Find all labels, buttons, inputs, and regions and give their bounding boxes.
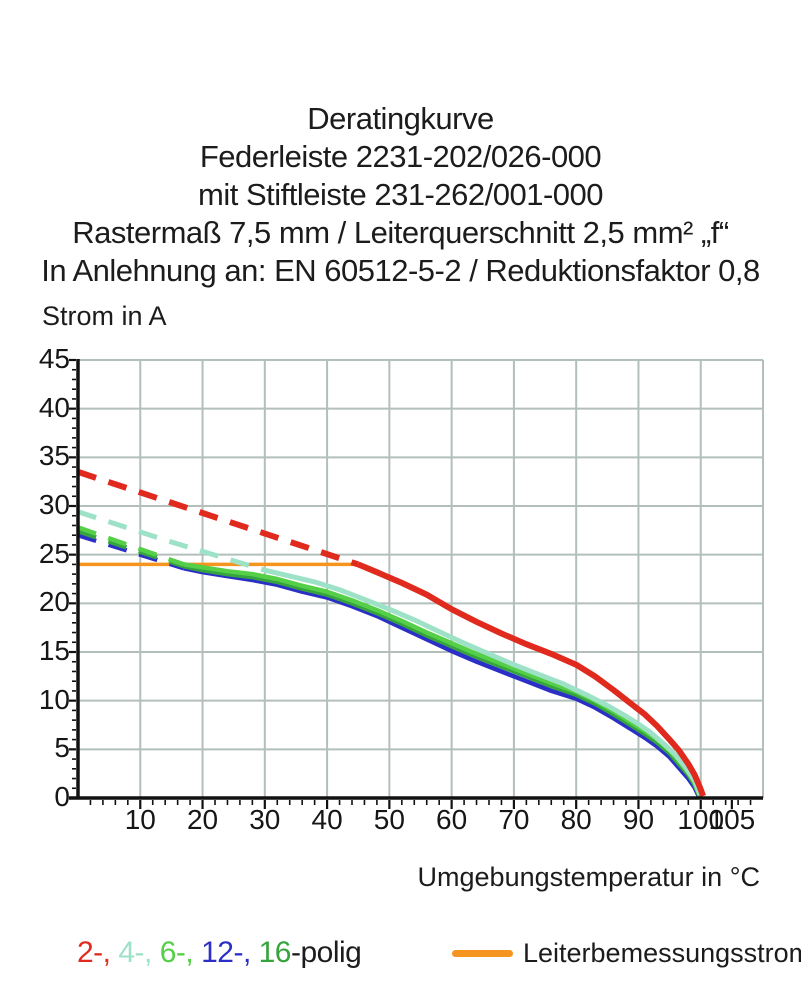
- y-tick-label-25: 25: [38, 537, 70, 569]
- legend-pole-item-5: -polig: [290, 936, 362, 969]
- curve-4-polig-dashed: [77, 509, 266, 573]
- chart-title-block: Deratingkurve Federleiste 2231-202/026-0…: [0, 100, 801, 290]
- x-tick-label-60: 60: [436, 804, 468, 835]
- title-line-2: Federleiste 2231-202/026-000: [199, 139, 602, 174]
- x-tick-label-50: 50: [373, 804, 405, 835]
- title-line-4: Rastermaß 7,5 mm / Leiterquerschnitt 2,5…: [72, 215, 729, 250]
- y-tick-label-10: 10: [38, 683, 70, 715]
- legend-pole-item-0: 2-,: [77, 936, 119, 969]
- curve-4-polig-solid: [264, 567, 703, 796]
- y-axis-title: Strom in A: [42, 301, 167, 331]
- y-tick-label-40: 40: [38, 391, 70, 423]
- x-tick-label-105: 105: [708, 804, 756, 835]
- x-tick-label-80: 80: [560, 804, 592, 835]
- curve-12-polig-dashed: [77, 533, 185, 571]
- x-tick-label-10: 10: [124, 804, 156, 835]
- x-tick-label-70: 70: [498, 804, 530, 835]
- curve-2-polig-solid: [357, 561, 707, 798]
- legend-pole-item-2: 6-,: [159, 936, 202, 969]
- curve-12-polig-solid: [183, 566, 701, 798]
- legend-pole-item-4: 16: [258, 936, 292, 969]
- x-tick-label-30: 30: [249, 804, 281, 835]
- y-tick-label-0: 0: [54, 781, 70, 812]
- y-tick-label-5: 5: [54, 732, 70, 764]
- title-line-5: In Anlehnung an: EN 60512-5-2 / Reduktio…: [41, 253, 760, 288]
- curve-6-polig-solid: [183, 562, 702, 796]
- x-tick-label-90: 90: [622, 804, 655, 835]
- curve-6-polig-dashed: [77, 525, 185, 567]
- y-tick-label-30: 30: [38, 489, 70, 520]
- title-line-3: mit Stiftleiste 231-262/001-000: [198, 177, 603, 212]
- legend-pole-item-1: 4-,: [118, 936, 160, 969]
- x-tick-label-100: 100: [677, 804, 725, 835]
- y-tick-label-15: 15: [38, 635, 70, 666]
- rated-current-label: Leiterbemessungsstrom: [523, 937, 801, 968]
- legend-pole-item-3: 12-,: [201, 936, 259, 969]
- y-tick-label-20: 20: [38, 586, 70, 618]
- y-tick-label-35: 35: [38, 440, 70, 472]
- y-tick-label-45: 45: [38, 343, 70, 374]
- legend-pole-counts: 2-, 4-, 6-, 12-, 16-polig: [77, 936, 362, 970]
- x-axis-title: Umgebungstemperatur in °C: [417, 862, 760, 892]
- x-tick-label-20: 20: [186, 804, 219, 835]
- curve-16-polig-dashed: [77, 529, 185, 569]
- x-tick-label-40: 40: [311, 804, 343, 835]
- rated-current-line-swatch: [452, 949, 513, 957]
- curve-2-polig-dashed: [77, 469, 360, 568]
- legend-rated-current: Leiterbemessungsstrom: [452, 933, 801, 973]
- title-line-1: Deratingkurve: [307, 101, 494, 136]
